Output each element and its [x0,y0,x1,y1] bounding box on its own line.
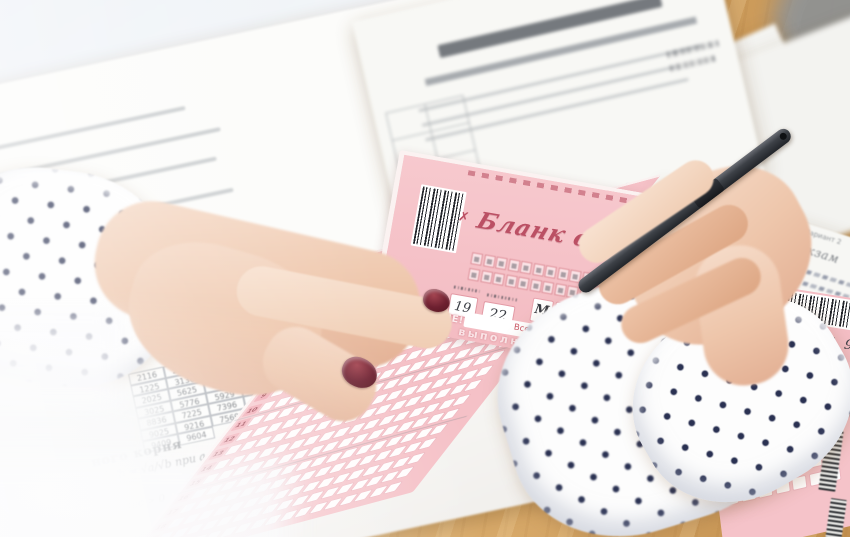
name-letter-cell [482,254,496,269]
foreground-blur-fabric [0,318,120,408]
form-title: Бланк о [473,207,596,253]
corner-mark: ✗ [457,209,471,226]
name-letter-cell [507,258,521,273]
name-letter-cell [553,283,567,297]
name-letter-cell [541,280,555,295]
name-letter-cell [504,274,518,289]
name-letter-cell [531,262,545,277]
name-letter-cell [479,270,493,284]
name-letter-cell [529,278,542,293]
name-letter-cell [467,267,481,282]
name-letter-cell [519,260,533,275]
name-letter-cell [492,272,506,286]
name-letter-cell [556,267,570,282]
foreground-blur-fabric [0,460,290,537]
name-letter-cell [494,256,508,271]
name-letter-cell [470,252,484,266]
name-letter-cell [544,265,558,279]
name-letter-cell [516,276,530,291]
